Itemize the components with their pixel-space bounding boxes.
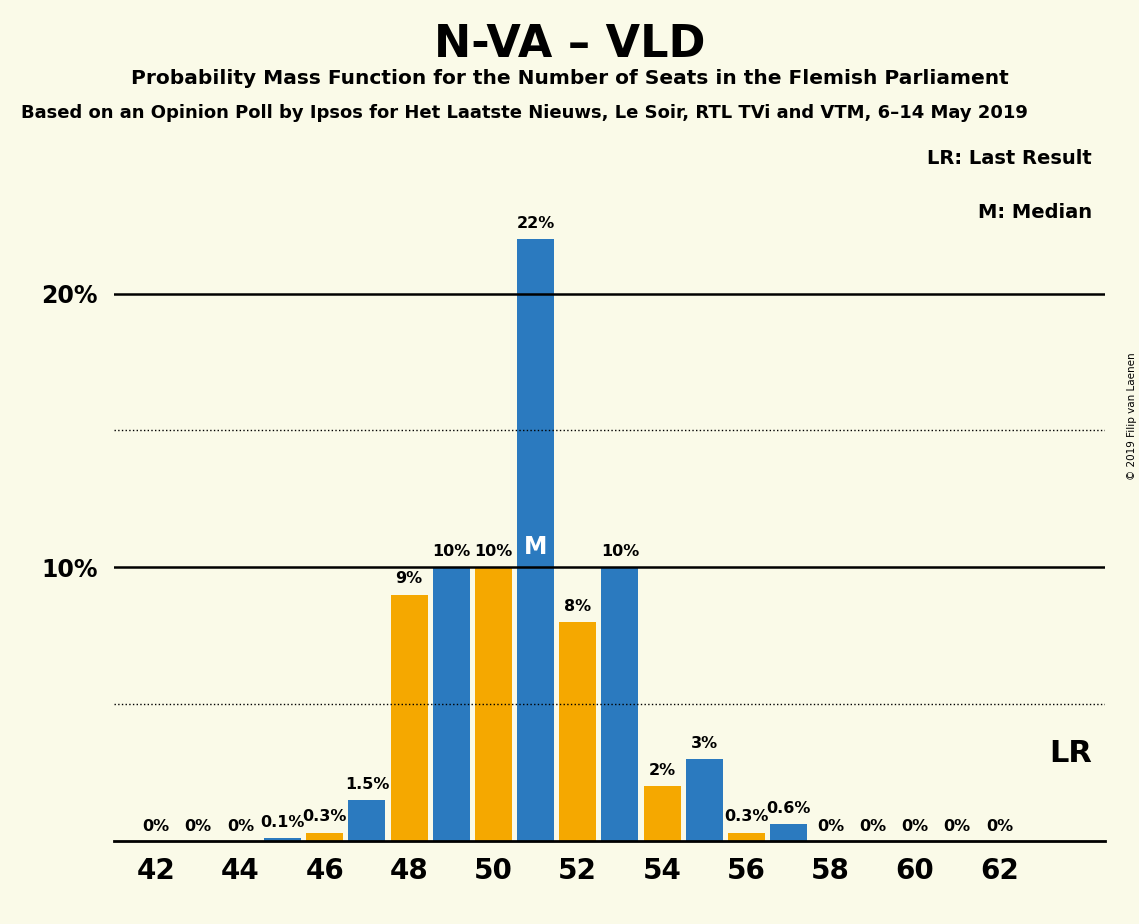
Text: 8%: 8%: [564, 599, 591, 614]
Text: 3%: 3%: [690, 736, 718, 750]
Text: 10%: 10%: [432, 544, 470, 559]
Text: 0%: 0%: [142, 819, 170, 834]
Text: LR: Last Result: LR: Last Result: [927, 149, 1092, 167]
Bar: [517, 239, 555, 841]
Text: 0%: 0%: [901, 819, 928, 834]
Text: M: Median: M: Median: [978, 203, 1092, 223]
Text: 10%: 10%: [600, 544, 639, 559]
Bar: [433, 567, 469, 841]
Text: M: M: [524, 535, 547, 559]
Bar: [644, 786, 681, 841]
Text: N-VA – VLD: N-VA – VLD: [434, 23, 705, 67]
Bar: [559, 622, 597, 841]
Text: 0.6%: 0.6%: [767, 801, 811, 816]
Bar: [306, 833, 343, 841]
Text: 0.1%: 0.1%: [261, 815, 305, 830]
Text: 0%: 0%: [185, 819, 212, 834]
Text: 0.3%: 0.3%: [303, 809, 347, 824]
Text: 22%: 22%: [516, 216, 555, 231]
Bar: [686, 759, 723, 841]
Text: 0%: 0%: [227, 819, 254, 834]
Text: Based on an Opinion Poll by Ipsos for Het Laatste Nieuws, Le Soir, RTL TVi and V: Based on an Opinion Poll by Ipsos for He…: [21, 104, 1027, 122]
Bar: [728, 833, 765, 841]
Text: 9%: 9%: [395, 571, 423, 587]
Text: LR: LR: [1049, 739, 1092, 768]
Text: 2%: 2%: [648, 763, 675, 778]
Bar: [475, 567, 511, 841]
Text: 10%: 10%: [474, 544, 513, 559]
Text: Probability Mass Function for the Number of Seats in the Flemish Parliament: Probability Mass Function for the Number…: [131, 69, 1008, 89]
Text: 0%: 0%: [944, 819, 970, 834]
Bar: [264, 838, 301, 841]
Text: © 2019 Filip van Laenen: © 2019 Filip van Laenen: [1128, 352, 1137, 480]
Bar: [601, 567, 639, 841]
Bar: [349, 800, 385, 841]
Text: 1.5%: 1.5%: [345, 776, 390, 792]
Text: 0%: 0%: [986, 819, 1013, 834]
Bar: [770, 824, 808, 841]
Text: 0%: 0%: [817, 819, 844, 834]
Text: 0.3%: 0.3%: [724, 809, 769, 824]
Bar: [391, 595, 427, 841]
Text: 0%: 0%: [859, 819, 886, 834]
